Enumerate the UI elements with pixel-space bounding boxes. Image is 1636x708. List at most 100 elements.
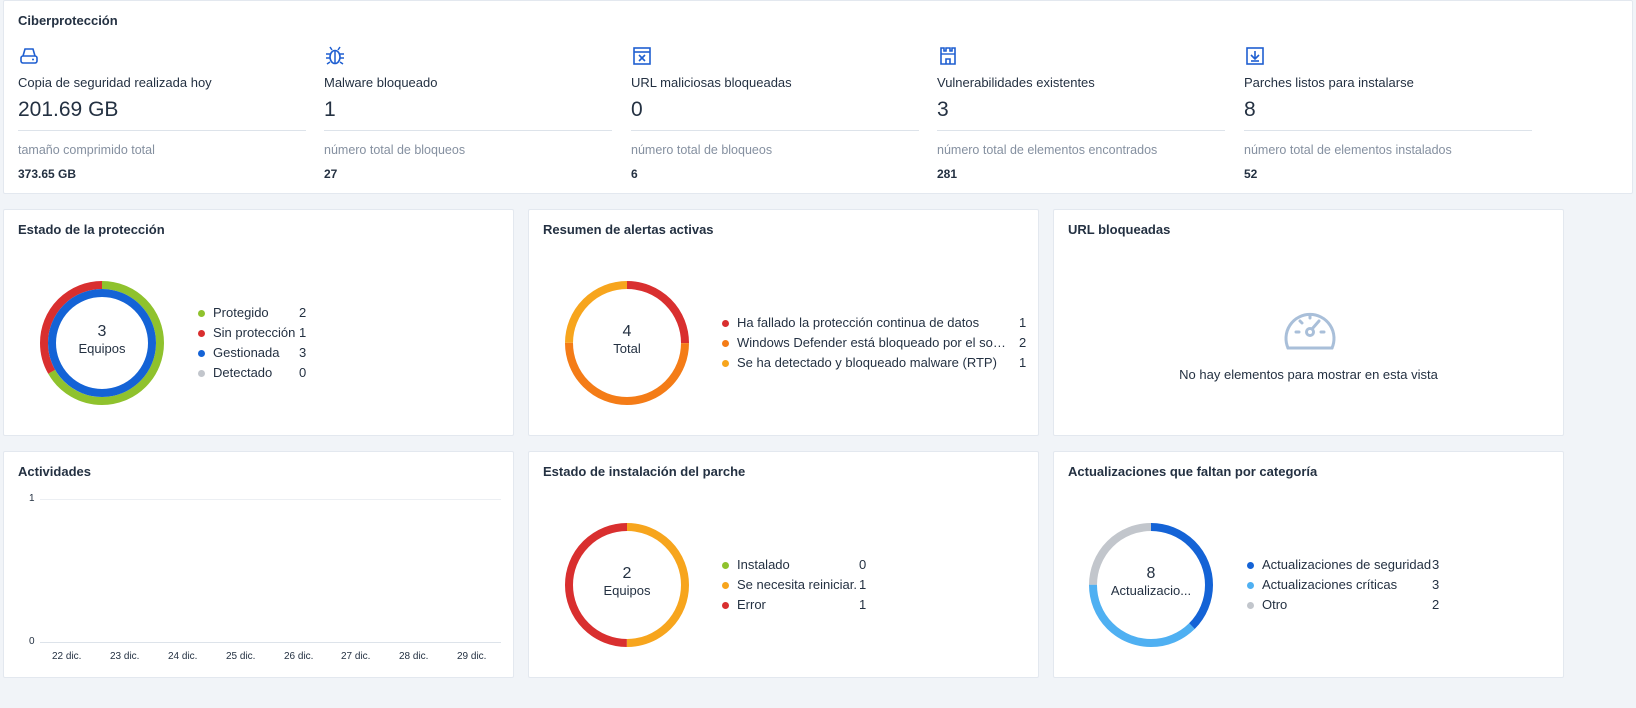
donut-total: 4 (622, 323, 632, 340)
protection-donut[interactable] (37, 278, 167, 408)
castle-icon (937, 45, 959, 67)
legend-count: 2 (1019, 335, 1027, 350)
donut-segment-other[interactable] (1089, 523, 1213, 647)
stat-sublabel: número total de bloqueos (631, 143, 773, 157)
download-box-icon (1244, 45, 1266, 67)
divider (631, 130, 919, 131)
legend-count: 1 (859, 577, 867, 592)
gridline-bottom (40, 642, 501, 643)
x-tick-label: 22 dic. (52, 651, 82, 662)
legend-count: 1 (299, 325, 307, 340)
legend-item-defender-blocked[interactable]: Windows Defender está bloqueado por el s… (722, 333, 1027, 353)
y-tick-label: 1 (29, 493, 35, 504)
legend-item-security-updates[interactable]: Actualizaciones de seguridad 3 (1247, 555, 1447, 575)
stat-malware[interactable]: Malware bloqueado 1 número total de bloq… (324, 45, 612, 181)
x-tick-label: 27 dic. (341, 651, 371, 662)
legend-count: 2 (1432, 597, 1440, 612)
donut-center: 4 Total (587, 323, 667, 356)
legend-label: Instalado (737, 557, 790, 572)
legend-dot (1247, 581, 1254, 589)
donut-segment-error[interactable] (565, 523, 689, 647)
x-tick-label: 25 dic. (226, 651, 256, 662)
bug-icon (324, 45, 346, 67)
donut-label: Actualizacio... (1110, 583, 1192, 598)
legend-label: Windows Defender está bloqueado por el s… (737, 335, 1009, 350)
x-tick-label: 23 dic. (110, 651, 140, 662)
stat-urls[interactable]: URL maliciosas bloqueadas 0 número total… (631, 45, 919, 181)
legend-item-detected[interactable]: Detectado 0 (198, 363, 318, 383)
stat-patches[interactable]: Parches listos para instalarse 8 número … (1244, 45, 1532, 181)
stat-sublabel: número total de elementos encontrados (937, 143, 1158, 157)
patch-install-panel: Estado de instalación del parche 2 Equip… (528, 451, 1039, 678)
legend-item-installed[interactable]: Instalado 0 (722, 555, 872, 575)
stat-value: 8 (1244, 98, 1256, 121)
legend-item-managed[interactable]: Gestionada 3 (198, 343, 318, 363)
panel-title: Actualizaciones que faltan por categoría (1068, 464, 1318, 479)
legend-label: Se ha detectado y bloqueado malware (RTP… (737, 355, 997, 370)
legend-label: Sin protección (213, 325, 296, 340)
legend-dot (722, 601, 729, 609)
protection-status-panel: Estado de la protección 3 Equipos Proteg… (3, 209, 514, 436)
x-tick-label: 28 dic. (399, 651, 429, 662)
legend-label: Detectado (213, 365, 273, 380)
stat-backup[interactable]: Copia de seguridad realizada hoy 201.69 … (18, 45, 306, 181)
legend-dot (198, 349, 205, 357)
legend-count: 3 (1432, 577, 1440, 592)
legend-item-critical-updates[interactable]: Actualizaciones críticas 3 (1247, 575, 1447, 595)
legend-item-protected[interactable]: Protegido 2 (198, 303, 318, 323)
active-alerts-panel: Resumen de alertas activas 4 Total Ha fa… (528, 209, 1039, 436)
legend-dot (722, 319, 729, 327)
legend-dot (722, 339, 729, 347)
donut-segment-defender-blocked[interactable] (565, 281, 689, 405)
gauge-icon (1282, 306, 1338, 354)
updates-donut[interactable] (1086, 520, 1216, 650)
legend-count: 3 (299, 345, 307, 360)
stat-subvalue: 27 (324, 167, 338, 181)
legend-item-other[interactable]: Otro 2 (1247, 595, 1447, 615)
legend-dot (722, 561, 729, 569)
panel-title: URL bloqueadas (1068, 222, 1171, 237)
legend-label: Se necesita reiniciar. (737, 577, 857, 592)
stat-vulnerabilities[interactable]: Vulnerabilidades existentes 3 número tot… (937, 45, 1225, 181)
legend-count: 1 (1019, 315, 1027, 330)
x-tick-label: 24 dic. (168, 651, 198, 662)
legend-item-cdp-failed[interactable]: Ha fallado la protección continua de dat… (722, 313, 1027, 333)
stat-label: Vulnerabilidades existentes (937, 75, 1095, 90)
panel-title: Ciberprotección (18, 13, 118, 28)
legend-dot (1247, 561, 1254, 569)
divider (1244, 130, 1532, 131)
legend-item-error[interactable]: Error 1 (722, 595, 872, 615)
stat-value: 201.69 GB (18, 98, 119, 121)
donut-center: 2 Equipos (587, 565, 667, 598)
legend-dot (198, 309, 205, 317)
panel-title: Actividades (18, 464, 91, 479)
legend-dot (198, 369, 205, 377)
patch-donut[interactable] (562, 520, 692, 650)
stat-label: Malware bloqueado (324, 75, 438, 90)
activities-panel: Actividades 1 0 22 dic. 23 dic. 24 dic. … (3, 451, 514, 678)
hard-drive-icon (18, 45, 40, 67)
legend-count: 0 (299, 365, 307, 380)
donut-center: 8 Actualizacio... (1106, 565, 1196, 598)
donut-segment-managed[interactable] (48, 289, 156, 397)
donut-segment-unprotected[interactable] (40, 281, 164, 405)
stat-label: URL maliciosas bloqueadas (631, 75, 792, 90)
y-tick-label: 0 (29, 636, 35, 647)
alerts-donut[interactable] (562, 278, 692, 408)
protection-legend: Protegido 2 Sin protección 1 Gestionada 3 D… (198, 303, 318, 383)
legend-item-malware-rtp[interactable]: Se ha detectado y bloqueado malware (RTP… (722, 353, 1027, 373)
stat-value: 1 (324, 98, 336, 121)
divider (937, 130, 1225, 131)
donut-segment-critical-updates[interactable] (1089, 523, 1213, 647)
donut-center: 3 Equipos (62, 323, 142, 356)
legend-item-restart-needed[interactable]: Se necesita reiniciar. 1 (722, 575, 872, 595)
stat-sublabel: número total de elementos instalados (1244, 143, 1452, 157)
legend-label: Ha fallado la protección continua de dat… (737, 315, 980, 330)
donut-segment-malware-rtp[interactable] (565, 281, 689, 405)
missing-updates-panel: Actualizaciones que faltan por categoría… (1053, 451, 1564, 678)
legend-item-unprotected[interactable]: Sin protección 1 (198, 323, 318, 343)
legend-dot (722, 359, 729, 367)
stat-subvalue: 281 (937, 167, 958, 181)
patch-legend: Instalado 0 Se necesita reiniciar. 1 Error… (722, 555, 872, 615)
donut-total: 2 (622, 565, 632, 582)
